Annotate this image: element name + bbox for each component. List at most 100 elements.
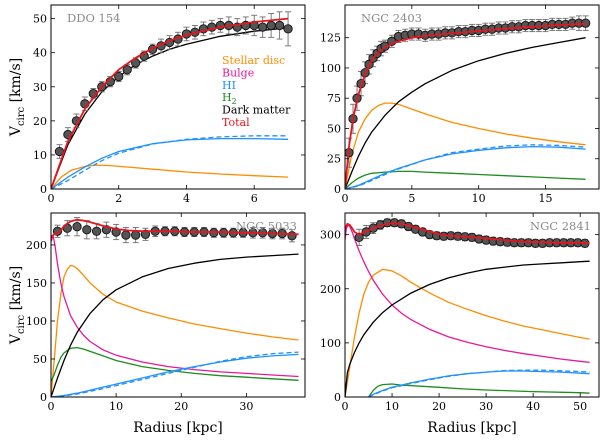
curve-total [51,17,289,189]
y-tick-label: 100 [320,62,341,75]
data-point [121,230,131,240]
y-axis-label: Vcirc [km/s] [8,266,27,345]
y-tick-label: 100 [26,315,47,328]
galaxy-name: NGC 5033 [236,219,297,233]
curve-total [345,222,590,245]
x-tick-label: 30 [479,400,493,413]
x-tick-label: 10 [109,400,123,413]
y-tick-label: 0 [334,391,341,404]
y-tick-label: 0 [40,183,47,196]
axes-frame [50,4,306,190]
data-point [122,65,132,75]
y-tick-label: 30 [33,81,47,94]
curve-stellar-disc [345,268,590,397]
legend-entry-dark-matter: Dark matter [222,104,291,117]
data-point [91,226,102,236]
observed-errorbars [56,11,292,159]
x-tick-label: 30 [239,400,253,413]
legend-entry-stellar-disc: Stellar disc [222,54,285,67]
y-tick-label: 10 [33,149,47,162]
y-tick-label: 200 [320,283,341,296]
curve-bulge [51,235,299,378]
data-point [131,230,141,240]
data-point [266,20,276,31]
curve-h2 [51,346,299,383]
legend-entry-bulge: Bulge [222,66,254,79]
data-point [72,222,82,232]
plot-area [345,218,590,397]
x-tick-label: 0 [48,192,55,205]
y-tick-label: 20 [33,115,47,128]
curve-dark-matter [345,260,590,397]
x-tick-label: 20 [174,400,188,413]
x-axis-label: Radius [kpc] [427,420,517,436]
panel-2: 0 10 20 30 0 50 100 150 200 NGC 5033 Vcirc [km/s] R… [8,212,306,436]
panel-1: 0 5 10 15 0 25 50 75 100 125 NGC 2403 [320,4,600,205]
x-tick-label: 4 [183,192,190,205]
plot-area [51,11,293,189]
data-point [258,22,268,32]
x-tick-label: 0 [342,192,349,205]
curve-h2 [345,170,586,189]
x-tick-label: 2 [115,192,122,205]
y-tick-label: 125 [320,32,341,45]
y-tick-label: 40 [33,47,47,60]
data-point [82,225,92,235]
curve-hi [51,353,299,397]
legend-entry-hi: HI [222,79,236,92]
y-tick-label: 50 [33,13,47,26]
y-tick-label: 150 [26,277,47,290]
curve-total [51,218,299,242]
x-tick-label: 15 [539,192,553,205]
curve-hi-alt- [368,369,590,397]
curve-hi [368,370,590,397]
plot-area [51,217,299,397]
y-tick-label: 200 [26,239,47,252]
legend-entry-h2: H2 [222,91,237,106]
x-tick-label: 50 [573,400,587,413]
galaxy-name: NGC 2841 [530,219,591,233]
curve-hi-alt- [51,351,299,397]
data-point [354,232,364,243]
curve-hi-alt- [51,135,289,189]
axes-frame [344,4,600,190]
plot-area [345,15,591,189]
y-tick-label: 25 [327,153,341,166]
axes-frame [50,212,306,398]
galaxy-name: DDO 154 [67,11,120,25]
y-tick-label: 0 [40,391,47,404]
curve-stellar-disc [51,264,299,397]
legend-entry-total: Total [222,116,250,129]
panel-3: 0 10 20 30 40 50 0 100 200 300 NGC 2841 Radius [kpc… [320,212,600,436]
x-tick-label: 0 [342,400,349,413]
data-point [283,24,293,34]
y-tick-label: 75 [327,92,341,105]
panel-0: 0 2 4 6 0 10 20 30 40 50 DDO 154 Vcirc [km/s] Stella… [8,4,306,205]
x-tick-label: 40 [526,400,540,413]
x-tick-label: 6 [251,192,258,205]
x-tick-label: 5 [408,192,415,205]
y-tick-label: 300 [320,229,341,242]
curve-dark-matter [345,37,586,189]
y-axis-label: Vcirc [km/s] [8,58,27,137]
x-tick-label: 10 [472,192,486,205]
curve-total [345,22,586,189]
axes-frame [344,212,600,398]
y-tick-label: 0 [334,183,341,196]
data-point [274,20,285,31]
data-point [140,229,151,239]
curve-bulge [345,224,590,364]
curve-stellar-disc [51,164,289,189]
curve-dark-matter [51,253,299,397]
x-tick-label: 0 [48,400,55,413]
y-tick-label: 50 [33,353,47,366]
data-point [114,71,124,82]
curve-hi [51,137,289,189]
curve-h2 [367,383,590,397]
x-tick-label: 20 [432,400,446,413]
observed-errorbars [346,15,589,168]
galaxy-name: NGC 2403 [361,11,422,25]
curve-hi-alt- [345,144,586,189]
